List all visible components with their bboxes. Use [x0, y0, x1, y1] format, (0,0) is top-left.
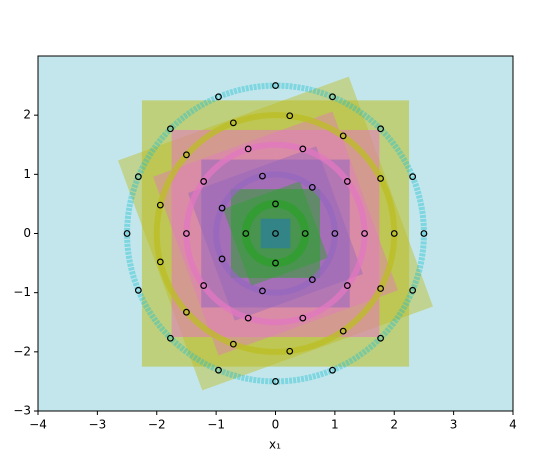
x-axis-label: x₁	[269, 438, 281, 452]
data-point	[329, 93, 336, 101]
data-point	[123, 230, 131, 237]
ring	[213, 171, 338, 296]
data-point	[200, 178, 208, 185]
region	[260, 218, 291, 249]
data-point	[286, 112, 294, 120]
y-tick-label: −1	[13, 285, 31, 299]
data-point	[183, 308, 190, 316]
data-point	[272, 82, 279, 89]
data-point	[215, 93, 222, 101]
data-point	[272, 259, 279, 267]
ring	[124, 82, 427, 385]
data-point	[377, 175, 384, 182]
data-point	[331, 230, 339, 237]
data-point	[299, 314, 307, 322]
data-point	[390, 230, 398, 237]
x-tick-label: 3	[450, 418, 458, 432]
x-tick-label: 4	[509, 418, 517, 432]
data-point	[409, 286, 417, 294]
data-point	[339, 327, 347, 335]
data-point	[229, 119, 237, 127]
x-tick-label: −2	[148, 418, 166, 432]
data-point	[218, 204, 226, 212]
y-tick-label: 1	[23, 167, 31, 181]
data-point	[156, 201, 164, 209]
data-point	[134, 286, 142, 294]
data-point	[183, 230, 190, 237]
data-point	[329, 366, 336, 374]
data-point	[244, 314, 252, 322]
data-point	[156, 258, 164, 266]
data-point	[272, 200, 279, 208]
data-point	[286, 347, 294, 355]
data-point	[299, 145, 307, 153]
data-point	[377, 285, 384, 292]
data-point	[308, 183, 316, 191]
data-point	[272, 378, 279, 385]
data-point	[167, 125, 174, 133]
data-point	[244, 145, 252, 153]
y-tick-label: 2	[23, 108, 31, 122]
y-tick-label: −2	[13, 344, 31, 358]
data-point	[242, 230, 250, 237]
x-tick-label: −4	[29, 418, 47, 432]
x-tick-label: −1	[207, 418, 225, 432]
data-point	[229, 340, 237, 348]
ring	[241, 199, 310, 268]
data-point	[218, 255, 226, 263]
x-tick-label: 2	[390, 418, 398, 432]
data-point	[215, 366, 222, 374]
data-point	[339, 132, 347, 140]
data-point	[377, 334, 384, 342]
data-point	[301, 230, 309, 237]
x-tick-label: 0	[272, 418, 280, 432]
data-point	[259, 287, 266, 295]
data-point	[409, 173, 417, 181]
x-tick-label: 1	[331, 418, 339, 432]
x-tick-label: −3	[89, 418, 107, 432]
y-tick-label: −3	[13, 404, 31, 418]
data-point	[259, 172, 266, 180]
ring	[183, 141, 368, 326]
ring	[153, 112, 398, 355]
data-point	[200, 282, 208, 289]
data-point	[167, 334, 174, 342]
data-point	[308, 276, 316, 284]
data-point	[183, 151, 190, 159]
data-point	[361, 230, 368, 237]
data-point	[272, 230, 279, 237]
data-point	[343, 282, 351, 289]
data-point	[377, 125, 384, 133]
regions	[118, 76, 433, 391]
data-point	[343, 178, 351, 185]
data-point	[420, 230, 428, 237]
data-point	[134, 173, 142, 181]
y-tick-label: 0	[23, 226, 31, 240]
